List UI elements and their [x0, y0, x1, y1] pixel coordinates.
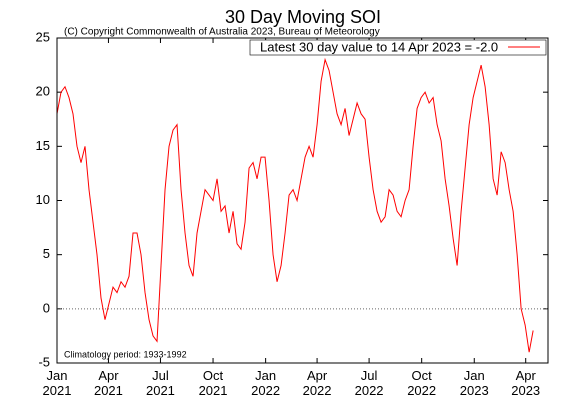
x-tick-label: Apr 2022	[302, 368, 332, 398]
chart-title: 30 Day Moving SOI	[225, 7, 381, 27]
annotation: Climatology period: 1933-1992	[64, 349, 187, 359]
x-tick-label: Apr 2021	[93, 368, 123, 398]
y-tick-label: 5	[43, 246, 50, 261]
x-tick-label: Jan 2021	[42, 368, 72, 398]
x-tick-label: Jan 2023	[459, 368, 489, 398]
data-line	[56, 57, 534, 353]
x-tick-label: Jul 2021	[145, 368, 175, 398]
x-tick-label: Oct 2021	[198, 368, 228, 398]
y-tick-label: 15	[36, 138, 50, 153]
y-tick-label: 0	[43, 300, 50, 315]
x-tick-label: Jul 2022	[354, 368, 384, 398]
plot-frame	[56, 37, 549, 364]
chart-subtitle: (C) Copyright Commonwealth of Australia …	[64, 27, 380, 38]
x-tick-label: Jan 2022	[251, 368, 281, 398]
x-tick-label: Apr 2023	[511, 368, 541, 398]
y-tick-label: -5	[38, 354, 50, 369]
y-tick-label: 20	[36, 84, 50, 99]
y-tick-label: 10	[36, 192, 50, 207]
x-tick-label: Oct 2022	[407, 368, 437, 398]
y-tick-label: 25	[36, 29, 50, 44]
legend-box	[249, 39, 547, 56]
legend-label: Latest 30 day value to 14 Apr 2023 = -2.…	[260, 39, 498, 54]
